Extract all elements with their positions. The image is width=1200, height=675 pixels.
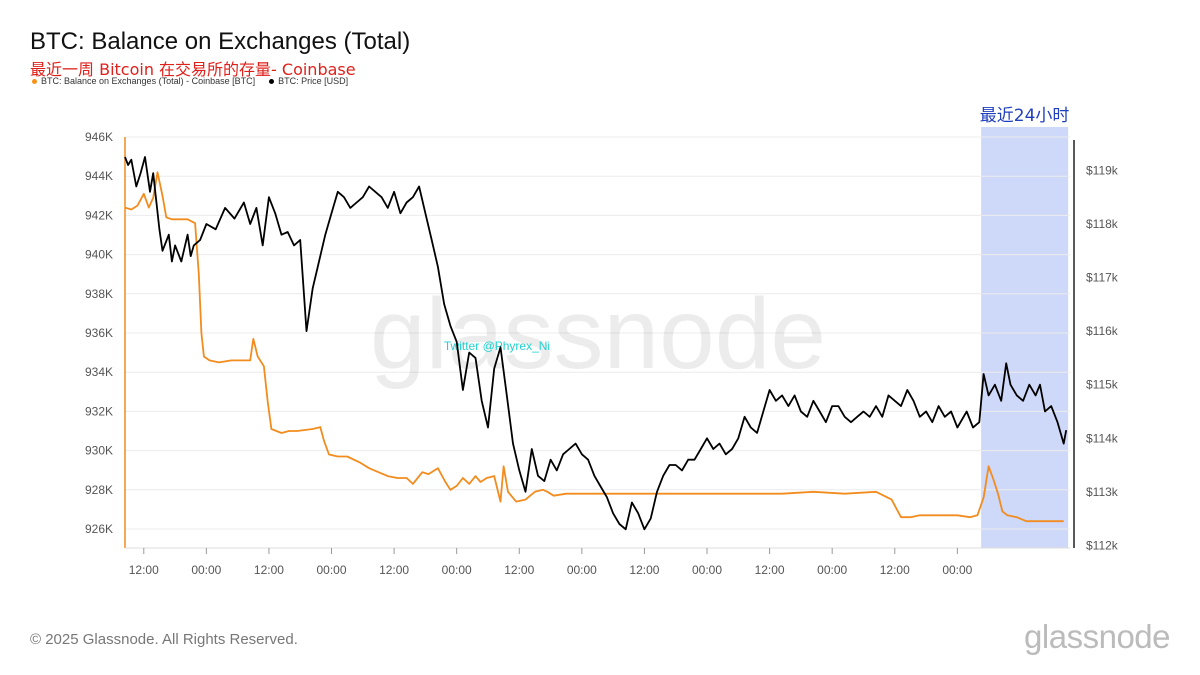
- right-axis-tick: $116k: [1086, 324, 1119, 338]
- left-axis-tick: 928K: [85, 483, 113, 497]
- left-axis-tick: 926K: [85, 522, 113, 536]
- chart-title: BTC: Balance on Exchanges (Total): [30, 28, 411, 55]
- glassnode-logo: glassnode: [1024, 618, 1170, 655]
- series-line-price: [124, 156, 1068, 531]
- left-axis-tick: 940K: [85, 248, 113, 262]
- chart-legend: BTC: Balance on Exchanges (Total) - Coin…: [32, 76, 348, 86]
- legend-dot-price: [269, 78, 275, 84]
- x-axis-tick: 12:00: [379, 563, 409, 577]
- x-axis-tick: 00:00: [692, 563, 722, 577]
- last-24h-highlight: [981, 127, 1069, 548]
- x-axis-tick: 12:00: [629, 563, 659, 577]
- left-axis-tick: 944K: [85, 169, 113, 183]
- right-axis-tick: $113k: [1086, 485, 1119, 499]
- legend-label-balance: BTC: Balance on Exchanges (Total) - Coin…: [41, 76, 256, 86]
- x-axis-tick: 00:00: [317, 563, 347, 577]
- legend-item-price[interactable]: BTC: Price [USD]: [269, 76, 348, 86]
- copyright-footer: © 2025 Glassnode. All Rights Reserved.: [30, 631, 298, 648]
- x-axis-tick: 12:00: [755, 563, 785, 577]
- legend-item-balance[interactable]: BTC: Balance on Exchanges (Total) - Coin…: [32, 76, 255, 86]
- legend-dot-balance: [32, 78, 37, 84]
- x-axis-tick: 12:00: [129, 563, 159, 577]
- left-axis-tick: 936K: [85, 326, 113, 340]
- twitter-handle: Twitter @Phyrex_Ni: [444, 339, 550, 353]
- watermark-text: glassnode: [370, 278, 826, 390]
- left-axis-tick: 930K: [85, 444, 113, 458]
- left-axis-tick: 942K: [85, 208, 113, 222]
- right-axis-tick: $114k: [1086, 431, 1119, 445]
- x-axis-tick: 00:00: [191, 563, 221, 577]
- x-axis-tick: 00:00: [567, 563, 597, 577]
- last-24h-label: 最近24小时: [980, 106, 1070, 126]
- right-axis-tick: $118k: [1086, 217, 1119, 231]
- chart-subtitle: 最近一周 Bitcoin 在交易所的存量- Coinbase: [30, 60, 356, 79]
- x-axis-tick: 00:00: [942, 563, 972, 577]
- x-axis-tick: 12:00: [254, 563, 284, 577]
- x-axis-tick: 12:00: [504, 563, 534, 577]
- x-axis-tick: 12:00: [880, 563, 910, 577]
- left-axis-tick: 934K: [85, 365, 113, 379]
- right-axis-tick: $115k: [1086, 378, 1119, 392]
- right-axis-tick: $119k: [1086, 163, 1119, 177]
- series-line-balance: [124, 171, 1064, 523]
- right-axis-tick: $112k: [1086, 538, 1119, 552]
- right-axis-tick: $117k: [1086, 271, 1119, 285]
- left-axis-tick: 938K: [85, 287, 113, 301]
- x-axis-tick: 00:00: [442, 563, 472, 577]
- left-axis-tick: 932K: [85, 404, 113, 418]
- legend-label-price: BTC: Price [USD]: [278, 76, 349, 86]
- left-axis-tick: 946K: [85, 130, 113, 144]
- x-axis-tick: 00:00: [817, 563, 847, 577]
